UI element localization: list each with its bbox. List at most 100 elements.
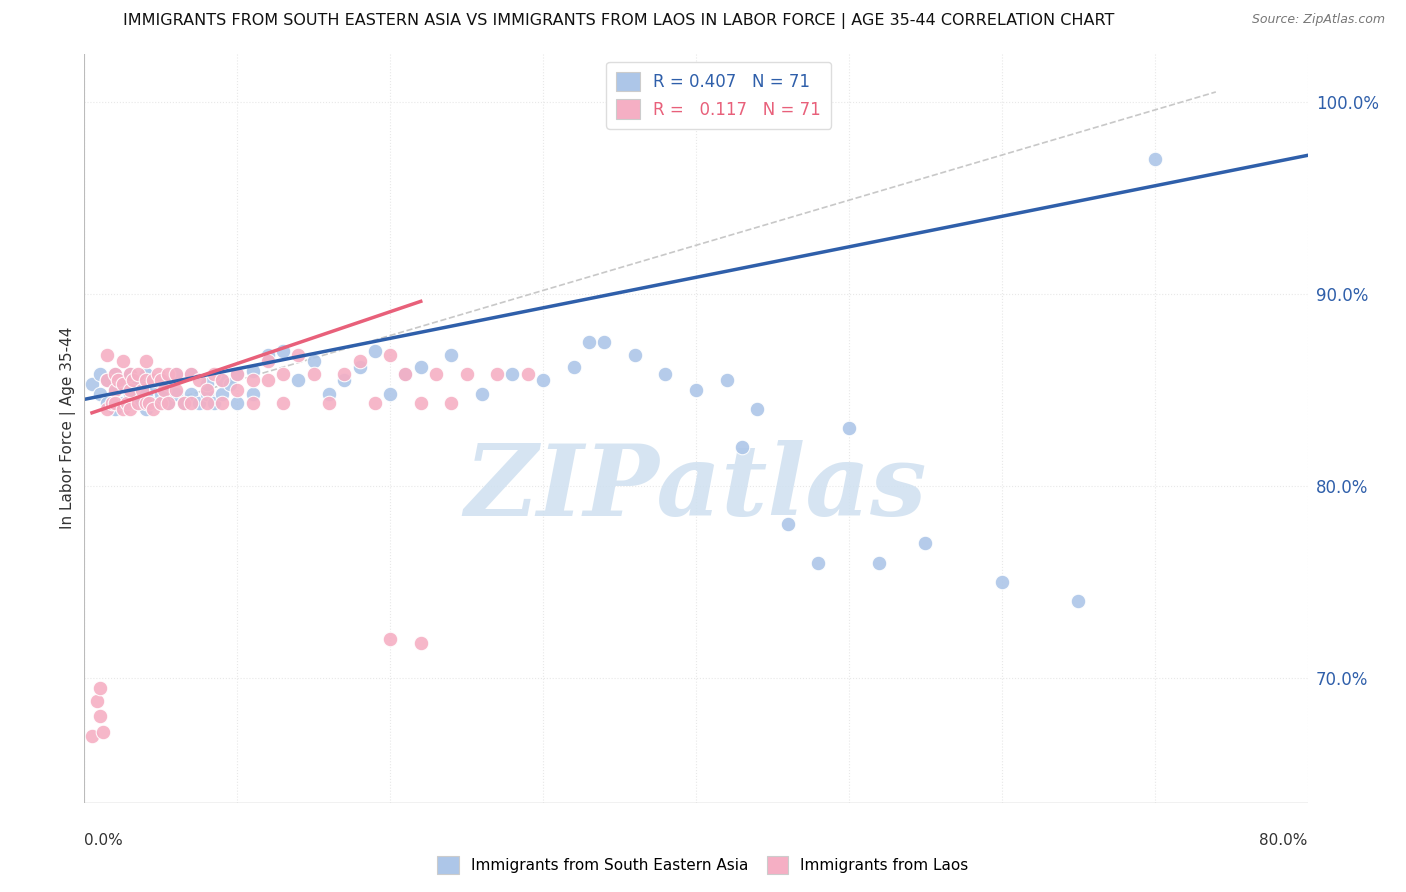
Point	[226, 396, 249, 410]
Point	[471, 386, 494, 401]
Point	[624, 348, 647, 362]
Point	[349, 354, 371, 368]
Text: 0.0%: 0.0%	[84, 833, 124, 847]
Point	[180, 386, 202, 401]
Point	[195, 383, 218, 397]
Point	[135, 386, 157, 401]
Point	[380, 348, 402, 362]
Point	[869, 556, 891, 570]
Point	[180, 368, 202, 382]
Point	[914, 536, 936, 550]
Point	[685, 383, 707, 397]
Point	[165, 386, 187, 401]
Point	[135, 354, 157, 368]
Point	[135, 401, 157, 416]
Text: 80.0%: 80.0%	[1260, 833, 1308, 847]
Point	[425, 368, 447, 382]
Point	[127, 368, 149, 382]
Point	[257, 373, 280, 387]
Point	[195, 386, 218, 401]
Point	[218, 376, 240, 391]
Text: IMMIGRANTS FROM SOUTH EASTERN ASIA VS IMMIGRANTS FROM LAOS IN LABOR FORCE | AGE : IMMIGRANTS FROM SOUTH EASTERN ASIA VS IM…	[122, 13, 1115, 29]
Point	[364, 344, 387, 359]
Legend: Immigrants from South Eastern Asia, Immigrants from Laos: Immigrants from South Eastern Asia, Immi…	[432, 850, 974, 880]
Point	[776, 517, 799, 532]
Point	[120, 368, 142, 382]
Point	[138, 396, 160, 410]
Point	[440, 396, 463, 410]
Point	[104, 396, 127, 410]
Point	[165, 368, 187, 382]
Text: Source: ZipAtlas.com: Source: ZipAtlas.com	[1251, 13, 1385, 27]
Point	[394, 368, 416, 382]
Point	[142, 401, 165, 416]
Point	[531, 373, 554, 387]
Point	[409, 636, 432, 650]
Text: ZIPatlas: ZIPatlas	[465, 440, 927, 536]
Point	[731, 441, 754, 455]
Point	[271, 396, 294, 410]
Point	[211, 373, 233, 387]
Point	[115, 396, 138, 410]
Point	[1143, 152, 1166, 166]
Point	[226, 368, 249, 382]
Point	[287, 348, 309, 362]
Point	[654, 368, 676, 382]
Point	[149, 373, 172, 387]
Point	[188, 396, 211, 410]
Point	[120, 401, 142, 416]
Point	[257, 354, 280, 368]
Point	[96, 396, 118, 410]
Point	[807, 556, 830, 570]
Point	[142, 373, 165, 387]
Point	[173, 396, 195, 410]
Point	[180, 368, 202, 382]
Point	[409, 396, 432, 410]
Point	[127, 376, 149, 391]
Y-axis label: In Labor Force | Age 35-44: In Labor Force | Age 35-44	[60, 327, 76, 529]
Point	[127, 396, 149, 410]
Point	[135, 396, 157, 410]
Point	[80, 376, 103, 391]
Point	[101, 396, 124, 410]
Point	[593, 334, 616, 349]
Point	[135, 368, 157, 382]
Point	[180, 396, 202, 410]
Point	[104, 368, 127, 382]
Point	[409, 359, 432, 374]
Point	[226, 368, 249, 382]
Point	[127, 396, 149, 410]
Point	[242, 363, 264, 377]
Point	[302, 354, 325, 368]
Point	[89, 709, 111, 723]
Point	[394, 368, 416, 382]
Point	[86, 694, 108, 708]
Point	[104, 401, 127, 416]
Point	[456, 368, 478, 382]
Point	[153, 383, 176, 397]
Point	[287, 373, 309, 387]
Point	[271, 368, 294, 382]
Point	[157, 368, 180, 382]
Point	[165, 368, 187, 382]
Point	[1067, 594, 1090, 608]
Point	[107, 373, 129, 387]
Point	[122, 373, 145, 387]
Point	[578, 334, 600, 349]
Point	[747, 401, 769, 416]
Point	[173, 396, 195, 410]
Point	[91, 724, 114, 739]
Point	[226, 383, 249, 397]
Point	[486, 368, 509, 382]
Point	[157, 396, 180, 410]
Point	[111, 354, 134, 368]
Point	[149, 396, 172, 410]
Point	[96, 373, 118, 387]
Point	[242, 386, 264, 401]
Point	[146, 368, 169, 382]
Point	[111, 376, 134, 391]
Point	[349, 359, 371, 374]
Point	[96, 348, 118, 362]
Point	[165, 383, 187, 397]
Point	[120, 368, 142, 382]
